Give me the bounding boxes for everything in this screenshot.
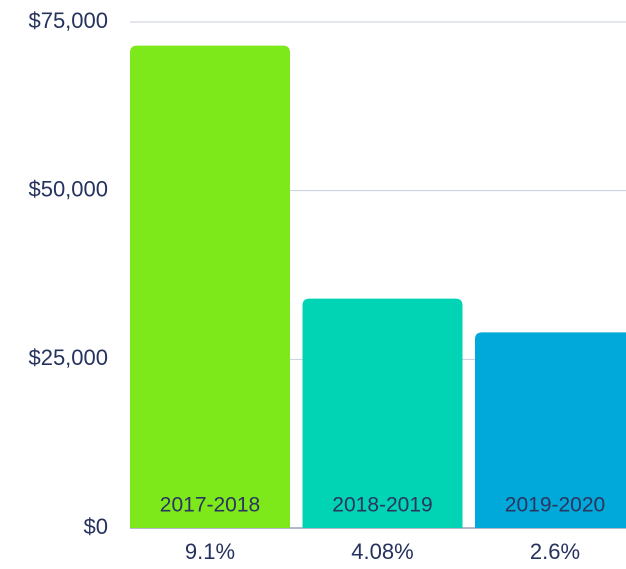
category-label: 2018-2019 bbox=[332, 494, 432, 517]
y-tick-label: $25,000 bbox=[28, 345, 108, 370]
bar bbox=[130, 45, 290, 528]
growth-label: 9.1% bbox=[185, 539, 235, 564]
y-tick-label: $0 bbox=[84, 514, 108, 539]
growth-label: 4.08% bbox=[351, 539, 413, 564]
growth-label: 2.6% bbox=[530, 539, 580, 564]
y-tick-label: $75,000 bbox=[28, 8, 108, 33]
bar bbox=[475, 332, 626, 528]
bar bbox=[302, 298, 463, 528]
y-tick-label: $50,000 bbox=[28, 176, 108, 201]
category-label: 2017-2018 bbox=[160, 494, 260, 517]
category-label: 2019-2020 bbox=[505, 494, 605, 517]
